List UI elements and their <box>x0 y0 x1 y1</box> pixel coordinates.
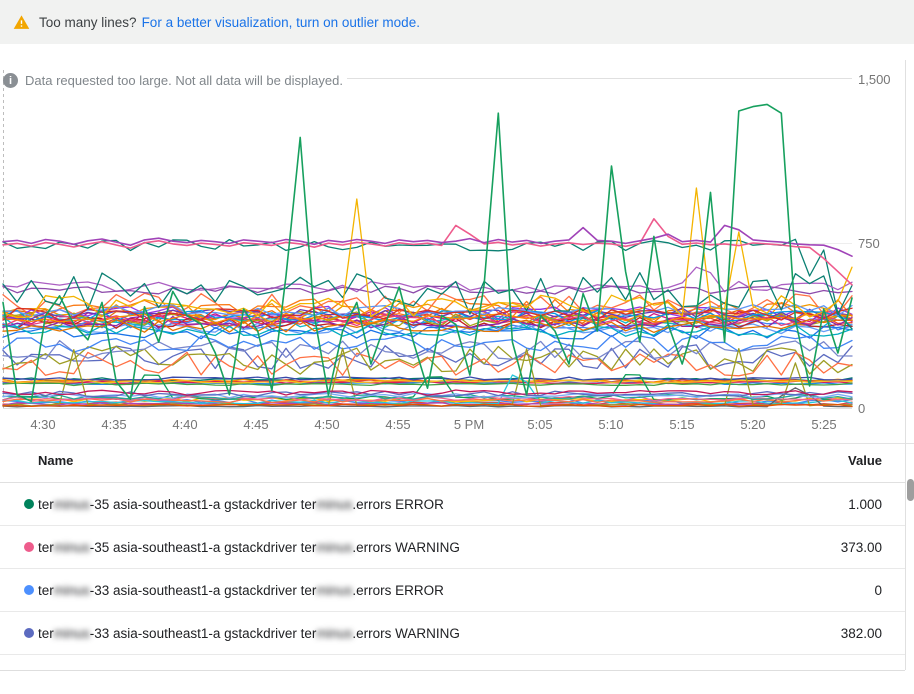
name-text: .errors ERROR <box>352 582 444 598</box>
y-axis-label: 1,500 <box>858 72 891 87</box>
chart-line <box>2 309 853 323</box>
series-name: terminus-33 asia-southeast1-a gstackdriv… <box>38 583 444 598</box>
x-axis-label: 5:25 <box>811 417 837 432</box>
table-row[interactable]: terminus-33 asia-southeast1-a gstackdriv… <box>0 612 905 655</box>
name-text: ter <box>38 539 54 555</box>
redacted-text: minus <box>53 625 90 641</box>
chart-line <box>2 310 853 328</box>
chart-line <box>2 316 853 330</box>
chart-line <box>2 390 853 398</box>
name-text: ter <box>38 625 54 641</box>
table-row[interactable]: terminus-33 asia-southeast1-a gstackdriv… <box>0 569 905 612</box>
scroll-container-border <box>905 60 906 670</box>
chart-line <box>2 389 853 396</box>
chart-line <box>2 312 853 325</box>
series-value: 1.000 <box>848 496 882 512</box>
series-name: terminus-35 asia-southeast1-a gstackdriv… <box>38 540 460 555</box>
x-axis-label: 5:10 <box>598 417 624 432</box>
warning-icon <box>13 14 30 29</box>
chart-line <box>2 402 853 406</box>
name-text: .errors WARNING <box>352 625 460 641</box>
chart-line <box>2 351 853 377</box>
x-axis-label: 4:45 <box>243 417 269 432</box>
x-axis-label: 5:20 <box>740 417 766 432</box>
chart-line <box>2 187 853 319</box>
partial-table-row <box>0 655 905 671</box>
y-axis-label: 750 <box>858 236 880 251</box>
banner-message: Too many lines? <box>39 14 137 30</box>
chart-line <box>2 334 853 353</box>
chart-line <box>2 266 853 293</box>
legend-rows: terminus-35 asia-southeast1-a gstackdriv… <box>0 483 905 671</box>
series-value: 373.00 <box>840 539 882 555</box>
info-icon: i <box>3 73 18 88</box>
series-color-dot <box>24 585 34 595</box>
series-color-dot <box>24 628 34 638</box>
table-row[interactable]: terminus-35 asia-southeast1-a gstackdriv… <box>0 526 905 569</box>
x-axis-label: 5 PM <box>453 417 485 432</box>
series-value: 382.00 <box>840 625 882 641</box>
chart-line <box>2 397 853 404</box>
header-divider <box>0 482 905 483</box>
chart-line <box>2 403 853 408</box>
series-name: terminus-35 asia-southeast1-a gstackdriv… <box>38 497 444 512</box>
redacted-text: minus <box>316 625 353 641</box>
redacted-text: minus <box>316 582 353 598</box>
outlier-mode-link[interactable]: For a better visualization, turn on outl… <box>141 14 420 30</box>
notice-text: Data requested too large. Not all data w… <box>25 73 347 88</box>
x-axis-label: 4:55 <box>385 417 411 432</box>
chart-line <box>2 318 853 334</box>
name-text: -35 asia-southeast1-a gstackdriver ter <box>89 539 317 555</box>
x-axis-label: 4:40 <box>172 417 198 432</box>
y-axis-label: 0 <box>858 401 866 416</box>
column-header-value: Value <box>848 453 882 468</box>
chart-line <box>2 307 853 322</box>
series-color-dot <box>24 499 34 509</box>
redacted-text: minus <box>316 539 353 555</box>
table-row[interactable]: terminus-35 asia-southeast1-a gstackdriv… <box>0 483 905 526</box>
series-name: terminus-33 asia-southeast1-a gstackdriv… <box>38 626 460 641</box>
chart-line <box>2 272 853 316</box>
x-axis-label: 5:05 <box>527 417 553 432</box>
name-text: ter <box>38 496 54 512</box>
name-text: ter <box>38 582 54 598</box>
chart-line <box>2 103 853 403</box>
redacted-text: minus <box>53 539 90 555</box>
timeseries-chart[interactable] <box>0 70 856 410</box>
data-too-large-notice: i Data requested too large. Not all data… <box>3 73 347 88</box>
chart-line <box>2 379 853 384</box>
name-text: -33 asia-southeast1-a gstackdriver ter <box>89 582 317 598</box>
chart-line <box>2 373 853 401</box>
scrollbar-thumb[interactable] <box>906 479 914 501</box>
too-many-lines-banner: Too many lines? For a better visualizati… <box>0 0 914 44</box>
x-axis-label: 4:30 <box>30 417 56 432</box>
name-text: .errors WARNING <box>352 539 460 555</box>
x-axis-label: 4:35 <box>101 417 127 432</box>
name-text: .errors ERROR <box>352 496 444 512</box>
x-axis-label: 4:50 <box>314 417 340 432</box>
name-text: -33 asia-southeast1-a gstackdriver ter <box>89 625 317 641</box>
chart-table-divider <box>0 443 914 444</box>
chart-line <box>2 314 853 327</box>
series-value: 0 <box>874 582 882 598</box>
column-header-name: Name <box>38 453 74 468</box>
chart-line <box>2 315 853 329</box>
chart-line <box>2 285 853 295</box>
series-color-dot <box>24 542 34 552</box>
redacted-text: minus <box>53 496 90 512</box>
redacted-text: minus <box>316 496 353 512</box>
name-text: -35 asia-southeast1-a gstackdriver ter <box>89 496 317 512</box>
chart-line <box>2 218 853 286</box>
chart-line <box>2 224 853 257</box>
redacted-text: minus <box>53 582 90 598</box>
x-axis-label: 5:15 <box>669 417 695 432</box>
